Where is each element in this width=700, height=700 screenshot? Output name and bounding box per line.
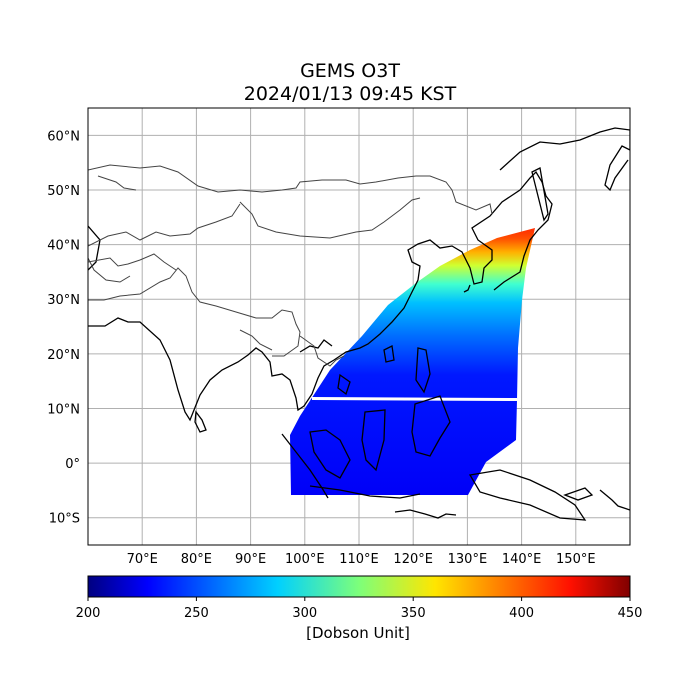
colorbar-tick-label: 450 (618, 606, 643, 621)
lon-tick-label: 130°E (448, 552, 488, 567)
map-frame (87, 107, 631, 546)
lon-tick-label: 140°E (502, 552, 542, 567)
lon-tick-label: 70°E (127, 552, 158, 567)
lon-tick-label: 150°E (556, 552, 596, 567)
lat-tick-label: 10°S (49, 512, 80, 527)
map-subtitle: 2024/01/13 09:45 KST (243, 83, 457, 105)
lat-tick-label: 0° (65, 457, 80, 472)
country-borders (88, 164, 493, 367)
lon-tick-label: 100°E (285, 552, 325, 567)
lat-tick-label: 30°N (47, 293, 80, 308)
colorbar-tick-label: 350 (401, 606, 426, 621)
swath-gap (312, 397, 517, 401)
lat-tick-label: 60°N (47, 129, 80, 144)
lat-tick-label: 40°N (47, 239, 80, 254)
map-title: GEMS O3T (300, 60, 400, 82)
lat-tick-label: 10°N (47, 402, 80, 417)
colorbar-tick-label: 200 (76, 606, 101, 621)
colorbar-tick-label: 300 (292, 606, 317, 621)
colorbar-tick-label: 400 (509, 606, 534, 621)
colorbar-tick-label: 250 (184, 606, 209, 621)
colorbar-ticks: 200 250 300 350 400 450 (76, 597, 643, 621)
lon-tick-label: 80°E (181, 552, 212, 567)
lon-tick-label: 90°E (235, 552, 266, 567)
lat-tick-label: 20°N (47, 348, 80, 363)
colorbar (87, 575, 631, 598)
lat-tick-labels: 60°N 50°N 40°N 30°N 20°N 10°N 0° 10°S (47, 129, 80, 526)
lat-tick-label: 50°N (47, 184, 80, 199)
ozone-swath (290, 228, 535, 495)
lon-tick-labels: 70°E 80°E 90°E 100°E 110°E 120°E 130°E 140°E 150… (127, 552, 596, 567)
lon-tick-label: 110°E (339, 552, 379, 567)
colorbar-unit-label: [Dobson Unit] (306, 624, 410, 642)
lon-tick-label: 120°E (393, 552, 433, 567)
